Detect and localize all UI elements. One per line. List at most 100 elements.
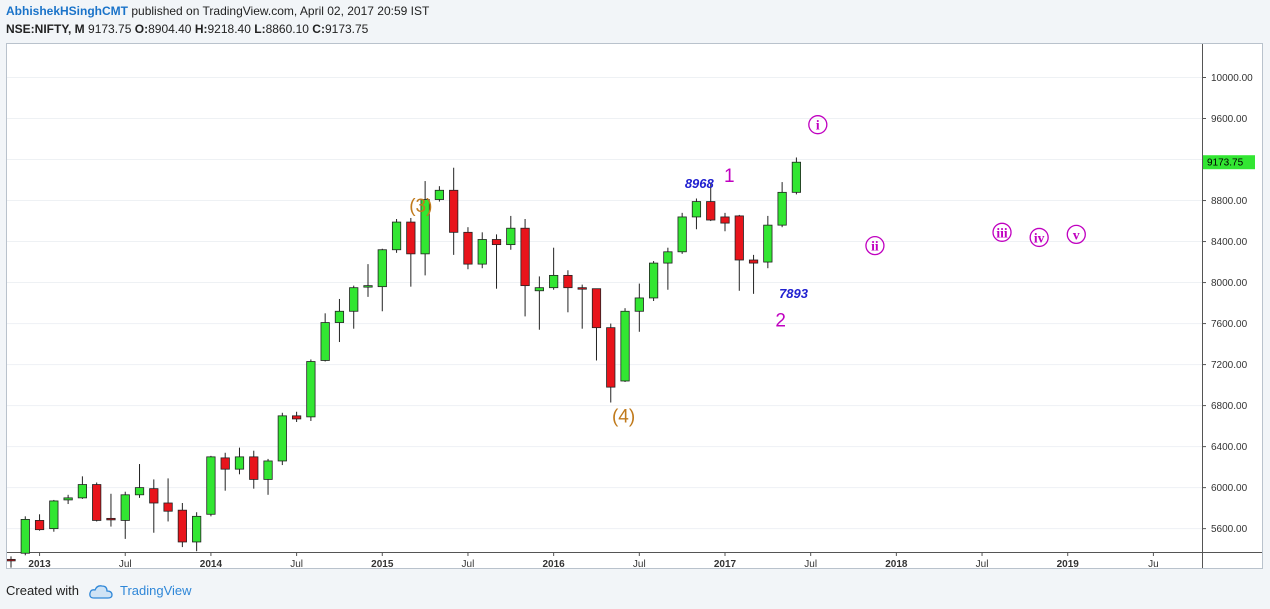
- candle-up[interactable]: [549, 247, 559, 290]
- candle-down[interactable]: [7, 556, 16, 568]
- last-price-badge: 9173.75: [1203, 155, 1255, 170]
- candle-body: [406, 221, 416, 255]
- candle-down[interactable]: [706, 183, 716, 222]
- candle-up[interactable]: [206, 455, 216, 517]
- candle-up[interactable]: [334, 298, 345, 343]
- candle-up[interactable]: [477, 232, 487, 269]
- candle-down[interactable]: [748, 254, 759, 294]
- candle-down[interactable]: [34, 514, 45, 531]
- candle-up[interactable]: [391, 218, 402, 253]
- candle-up[interactable]: [263, 458, 273, 495]
- candle-up[interactable]: [306, 359, 316, 421]
- candle-up[interactable]: [677, 212, 687, 254]
- candle-down[interactable]: [463, 227, 473, 270]
- candle-down[interactable]: [577, 284, 587, 329]
- candle-down[interactable]: [149, 479, 159, 533]
- x-tick-label: Ju: [1148, 559, 1159, 568]
- candle-up[interactable]: [120, 491, 130, 539]
- candle-down[interactable]: [406, 217, 416, 287]
- candle-up[interactable]: [634, 283, 644, 332]
- candle-up[interactable]: [234, 447, 245, 475]
- candle-up[interactable]: [192, 512, 202, 552]
- candle-body: [306, 361, 316, 418]
- candle-up[interactable]: [20, 516, 30, 556]
- x-tick-label: Jul: [290, 559, 303, 568]
- candle-body: [477, 239, 487, 265]
- candle-up[interactable]: [277, 412, 287, 466]
- candle-body: [620, 310, 630, 382]
- candle-up[interactable]: [691, 198, 702, 230]
- candle-down[interactable]: [177, 502, 187, 548]
- candle-down[interactable]: [249, 450, 259, 489]
- candle-down[interactable]: [520, 218, 530, 317]
- candle-up[interactable]: [791, 157, 802, 195]
- wave-label-minor: 2: [775, 311, 786, 332]
- candle-up[interactable]: [363, 264, 373, 297]
- candle-up[interactable]: [777, 182, 787, 228]
- candle-down[interactable]: [491, 234, 502, 289]
- candle-up[interactable]: [506, 215, 516, 250]
- chart-frame[interactable]: 5600.00 6000.00 6400.00 6800.00 7200.00 7600.…: [6, 43, 1263, 569]
- candle-body: [34, 520, 45, 531]
- candle-body: [777, 191, 787, 226]
- y-tick-label: 7200.00: [1211, 360, 1248, 371]
- candle-up[interactable]: [434, 186, 445, 202]
- wave-label-major: (4): [612, 407, 635, 428]
- candle-up[interactable]: [63, 494, 73, 505]
- candle-up[interactable]: [649, 261, 659, 302]
- wave-circle-text: v: [1073, 227, 1080, 242]
- candle-up[interactable]: [663, 247, 673, 290]
- close-value: 9173.75: [324, 22, 369, 36]
- low-value: 8860.10: [265, 22, 309, 36]
- candle-body: [349, 287, 359, 312]
- candle-up[interactable]: [134, 464, 145, 498]
- candle-body: [49, 500, 59, 530]
- candle-body: [434, 189, 445, 200]
- candle-body: [363, 285, 373, 288]
- y-tick-label: 6000.00: [1211, 483, 1248, 494]
- candle-down[interactable]: [720, 212, 730, 232]
- swing-price-label: 8968: [685, 176, 715, 191]
- candle-down[interactable]: [291, 411, 302, 423]
- wave-label-major: (3): [409, 196, 432, 217]
- last-price-badge-bg: [1203, 155, 1255, 170]
- candle-down[interactable]: [163, 478, 173, 522]
- candle-down[interactable]: [92, 482, 102, 522]
- candle-up[interactable]: [77, 476, 87, 499]
- author-link[interactable]: AbhishekHSinghCMT: [6, 4, 128, 18]
- created-with-text: Created with: [6, 583, 79, 598]
- candle-down[interactable]: [606, 323, 616, 403]
- candle-body: [420, 199, 430, 255]
- publish-text: published on TradingView.com, April 02, …: [131, 4, 430, 18]
- candle-up[interactable]: [763, 215, 773, 269]
- candle-up[interactable]: [420, 181, 430, 276]
- candle-down[interactable]: [449, 167, 459, 255]
- y-tick-label: 6800.00: [1211, 401, 1248, 412]
- candle-up[interactable]: [349, 285, 359, 329]
- candle-body: [263, 460, 273, 480]
- tradingview-link[interactable]: TradingView: [120, 583, 192, 598]
- candle-down[interactable]: [220, 452, 230, 491]
- candle-body: [206, 456, 216, 515]
- candle-body: [320, 322, 330, 361]
- candle-up[interactable]: [620, 308, 630, 383]
- high-value: 9218.40: [207, 22, 251, 36]
- candle-down[interactable]: [106, 493, 116, 527]
- candlestick-chart[interactable]: 5600.00 6000.00 6400.00 6800.00 7200.00 7600.…: [7, 44, 1262, 568]
- candle-up[interactable]: [49, 499, 59, 532]
- low-label: L:: [254, 22, 266, 36]
- candle-body: [734, 215, 744, 261]
- candle-body: [77, 484, 87, 499]
- grid-lines: [7, 77, 1202, 530]
- y-tick-label: 8800.00: [1211, 196, 1248, 207]
- x-tick-label: 2014: [200, 559, 223, 568]
- candle-up[interactable]: [534, 276, 544, 330]
- x-tick-label: 2013: [28, 559, 51, 568]
- candle-down[interactable]: [734, 214, 744, 291]
- candle-down[interactable]: [563, 270, 573, 313]
- candle-up[interactable]: [320, 313, 330, 362]
- candle-down[interactable]: [591, 288, 602, 361]
- candle-up[interactable]: [377, 248, 387, 312]
- candle-body: [563, 274, 573, 289]
